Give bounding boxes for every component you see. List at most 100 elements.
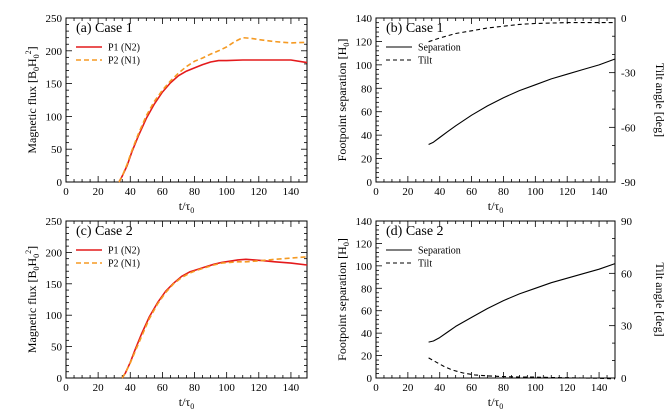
x-tick-label: 80 (498, 186, 510, 198)
plot-frame (375, 17, 616, 183)
y-tick-label: 140 (356, 13, 373, 25)
x-axis-title-sub: 0 (190, 206, 194, 215)
y2-tick-label: 30 (621, 321, 633, 333)
y2-tick-label: -90 (621, 177, 636, 189)
plot-frame (375, 220, 616, 379)
legend-label: P2 (N1) (108, 56, 140, 67)
y-axis-title-sub: 0 (342, 242, 351, 246)
y-tick-label: 100 (46, 111, 63, 123)
y-tick-label: 200 (46, 247, 63, 259)
y-tick-label: 20 (361, 351, 373, 363)
x-tick-label: 0 (63, 382, 69, 394)
y-axis-title-sub: 0 (32, 67, 41, 71)
y-axis-title: Magnetic flux [B0H02] (24, 46, 41, 153)
y2-axis-title: Tilt angle [deg] (653, 262, 665, 336)
y-axis-title: Footpoint separation [H0] (335, 238, 351, 361)
x-tick-label: 60 (466, 186, 478, 198)
y-axis-title-sub: 0 (32, 54, 41, 58)
y-tick-label: 50 (51, 342, 63, 354)
x-tick-label: 140 (283, 382, 300, 394)
y-axis-title-sub: 0 (32, 254, 41, 258)
x-tick-label: 20 (93, 382, 105, 394)
panel-d: 0 20 40 60 80 100 120 140 0 20 40 60 80 100 120 140 0 30 6… (335, 216, 665, 411)
x-axis-title: t/τ0 (179, 199, 195, 215)
series-line-separation (428, 263, 616, 343)
panel-title: (a) Case 1 (76, 21, 133, 36)
y2-tick-label: -60 (621, 122, 636, 134)
y-axis-title-sub: 0 (32, 267, 41, 271)
legend-label: Separation (418, 43, 461, 54)
y-tick-label: 80 (361, 83, 373, 95)
y-tick-label: 150 (46, 279, 63, 291)
series-line-tilt (428, 357, 616, 380)
y2-axis-title: Tilt angle [deg] (653, 63, 665, 137)
series-line-p2-n1 (121, 256, 308, 379)
x-tick-label: 140 (591, 382, 608, 394)
series-line-tilt (428, 22, 615, 43)
x-axis-title-sub: 0 (499, 206, 503, 215)
x-tick-label: 40 (434, 382, 446, 394)
y-tick-label: 0 (57, 373, 63, 385)
y-axis-title-part: Magnetic flux [B (25, 271, 39, 354)
series-line-p2-n1 (118, 36, 308, 183)
y-axis-title-part: Footpoint separation [H (335, 46, 349, 161)
plot-frame (65, 17, 308, 183)
y2-tick-label: 90 (621, 216, 633, 228)
x-axis-title-main: t/τ (488, 199, 500, 213)
y-tick-label: 140 (356, 216, 373, 228)
y-axis-title-part: ] (25, 46, 39, 50)
x-axis-title: t/τ0 (488, 395, 504, 411)
y-axis-title-part: ] (25, 246, 39, 250)
y-tick-label: 250 (46, 13, 63, 25)
x-tick-label: 100 (527, 382, 544, 394)
y-axis-title-sup: 2 (24, 250, 33, 254)
x-axis-title-main: t/τ (179, 395, 191, 409)
x-tick-label: 60 (157, 186, 169, 198)
x-axis-title-sub: 0 (190, 402, 194, 411)
y-tick-label: 100 (356, 261, 373, 273)
panel-title: (b) Case 1 (386, 21, 444, 36)
plot-frame (65, 220, 308, 379)
legend-label: Tilt (418, 56, 432, 67)
x-tick-label: 140 (591, 186, 608, 198)
y-axis-title-part: ] (335, 39, 349, 43)
series-line-separation (428, 58, 616, 145)
y-tick-label: 120 (356, 36, 373, 48)
x-tick-label: 40 (125, 382, 137, 394)
x-axis-title: t/τ0 (179, 395, 195, 411)
x-tick-label: 100 (218, 382, 235, 394)
panel-a: 0 20 40 60 80 100 120 140050100150200250t/τ0Mag… (24, 13, 308, 215)
y-axis-title-part: Magnetic flux [B (25, 71, 39, 154)
y-tick-label: 40 (361, 130, 373, 142)
legend-label: P1 (N2) (108, 43, 140, 54)
y-tick-label: 20 (361, 154, 373, 166)
y-tick-label: 0 (57, 177, 63, 189)
x-tick-label: 60 (466, 382, 478, 394)
x-tick-label: 140 (283, 186, 300, 198)
y-tick-label: 60 (361, 306, 373, 318)
x-tick-label: 100 (527, 186, 544, 198)
y-tick-label: 80 (361, 283, 373, 295)
x-tick-label: 80 (189, 382, 201, 394)
x-tick-label: 0 (373, 186, 379, 198)
panel-title: (c) Case 2 (76, 224, 133, 239)
y-axis-title: Footpoint separation [H0] (335, 39, 351, 162)
x-tick-label: 20 (402, 382, 414, 394)
x-tick-label: 120 (251, 382, 268, 394)
x-axis-title-sub: 0 (499, 402, 503, 411)
x-tick-label: 80 (189, 186, 201, 198)
panel-c: 0 20 40 60 80 100 120 140050100150200250t/τ0Mag… (24, 216, 308, 411)
x-tick-label: 120 (559, 186, 576, 198)
y-axis-title-sub: 0 (342, 43, 351, 47)
y-tick-label: 0 (367, 373, 373, 385)
x-tick-label: 100 (218, 186, 235, 198)
x-tick-label: 40 (434, 186, 446, 198)
panel-b: 0 20 40 60 80 100 120 140 0 20 40 60 80 100 120 140 -90 -… (335, 13, 665, 215)
series-line-p1-n2 (118, 59, 308, 183)
x-axis-title-main: t/τ (179, 199, 191, 213)
legend-label: Tilt (418, 259, 432, 270)
legend-label: Separation (418, 246, 461, 257)
legend-label: P1 (N2) (108, 246, 140, 257)
x-tick-label: 20 (402, 186, 414, 198)
